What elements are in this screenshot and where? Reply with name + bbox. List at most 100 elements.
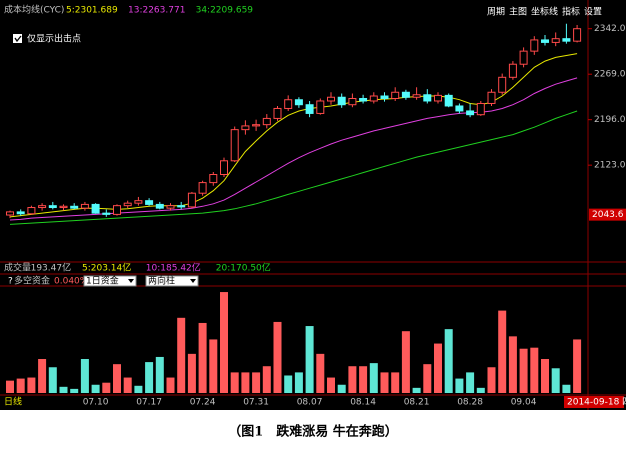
- candle-body: [573, 28, 582, 42]
- fund-bar: [273, 321, 282, 393]
- candle-body: [412, 94, 421, 98]
- candle-body: [455, 105, 464, 112]
- fund-bar: [305, 326, 314, 393]
- price-marker: [589, 208, 626, 221]
- volume-header: 20:170.50亿: [216, 262, 271, 274]
- fund-bar: [48, 367, 57, 393]
- candle-body: [155, 203, 164, 209]
- fund-bar: [423, 364, 432, 393]
- fund-bar: [573, 339, 582, 393]
- fund-bar: [198, 322, 207, 393]
- fund-bar: [327, 377, 335, 393]
- volume-header: 193.47亿: [31, 262, 72, 274]
- dropdown[interactable]: [145, 275, 199, 287]
- candle-body: [551, 38, 560, 43]
- candle-body: [562, 38, 571, 42]
- legend-entry: 13:2263.771: [128, 6, 185, 16]
- candle-body: [391, 91, 400, 99]
- fund-bar: [145, 362, 154, 393]
- candle-body: [48, 205, 57, 209]
- checkbox[interactable]: [13, 34, 22, 43]
- y-tick-label: 2196.0: [594, 115, 626, 125]
- candle-body: [16, 211, 25, 215]
- fund-bar: [401, 331, 410, 393]
- fund-bar: [241, 372, 250, 393]
- toolbar-button[interactable]: 坐标线: [531, 6, 558, 18]
- fund-bar: [59, 386, 68, 393]
- fund-bar: [38, 359, 47, 393]
- fund-bar: [337, 384, 346, 393]
- toolbar-button[interactable]: 设置: [584, 7, 602, 18]
- candle-body: [337, 96, 346, 106]
- candle-body: [487, 91, 496, 104]
- candle-body: [145, 200, 154, 205]
- candle-body: [123, 202, 132, 207]
- candle-body: [198, 182, 207, 194]
- checkbox-label: 仅显示出击点: [27, 33, 81, 45]
- x-tick-label: 07.31: [243, 398, 269, 408]
- candle-body: [91, 203, 100, 214]
- fund-bar: [209, 339, 218, 393]
- toolbar-button[interactable]: 指标: [562, 6, 580, 18]
- x-tick-label: 07.24: [190, 398, 216, 408]
- x-tick-label: 09.04: [511, 398, 537, 408]
- candle-body: [444, 94, 453, 107]
- candle-body: [530, 39, 539, 52]
- legend-entry: 34:2209.659: [196, 6, 254, 16]
- candle-body: [113, 205, 121, 215]
- candle-body: [294, 99, 303, 106]
- fund-bar: [391, 372, 400, 393]
- candle-body: [305, 104, 314, 114]
- fund-bar: [551, 368, 560, 393]
- fund-bar: [123, 377, 132, 393]
- candle-body: [359, 97, 368, 102]
- dropdown[interactable]: [83, 275, 137, 287]
- toolbar-button[interactable]: 周期: [487, 7, 505, 18]
- candle-body: [80, 203, 89, 209]
- date-box-text: 2014-09-18 四: [567, 398, 626, 408]
- chart-title: 成本均线(CYC): [4, 4, 64, 16]
- y-tick-label: 2269.0: [594, 70, 626, 80]
- fund-bar: [166, 377, 175, 393]
- candle-body: [541, 39, 549, 43]
- candle-body: [476, 102, 485, 116]
- fund-bar: [80, 359, 89, 393]
- fund-bar: [476, 387, 485, 393]
- candle-body: [134, 200, 143, 204]
- fund-icon: ?: [8, 277, 13, 287]
- volume-header: 成交量: [4, 262, 31, 274]
- candle-body: [327, 96, 335, 102]
- ma-line: [9, 110, 578, 225]
- candle-body: [380, 95, 389, 99]
- candle-body: [423, 94, 432, 102]
- candle-body: [241, 125, 250, 131]
- dropdown-label: 1日资金: [86, 275, 119, 287]
- fund-bar: [541, 359, 549, 393]
- fund-bar: [6, 380, 14, 393]
- candle-body: [348, 97, 357, 106]
- fund-bar: [455, 378, 464, 393]
- fund-bar: [102, 382, 111, 393]
- fund-bar: [16, 378, 25, 393]
- candle-body: [230, 129, 239, 162]
- fund-bar: [519, 348, 528, 393]
- fund-bar: [220, 292, 228, 393]
- fund-bar: [444, 329, 453, 393]
- toolbar-button[interactable]: 主图: [509, 6, 527, 18]
- fund-bar: [466, 372, 475, 393]
- fund-bar: [252, 372, 261, 393]
- x-tick-label: 08.28: [457, 398, 483, 408]
- candle-body: [519, 50, 528, 65]
- candle-body: [401, 91, 410, 98]
- x-tick-label: 08.07: [297, 398, 323, 408]
- candle-body: [102, 212, 111, 215]
- fund-bar: [369, 363, 378, 393]
- fund-bar: [508, 336, 517, 393]
- fund-bar: [27, 377, 36, 393]
- candle-body: [284, 99, 293, 109]
- fund-bar: [487, 367, 496, 393]
- candle-body: [369, 95, 378, 102]
- candle-body: [166, 205, 175, 209]
